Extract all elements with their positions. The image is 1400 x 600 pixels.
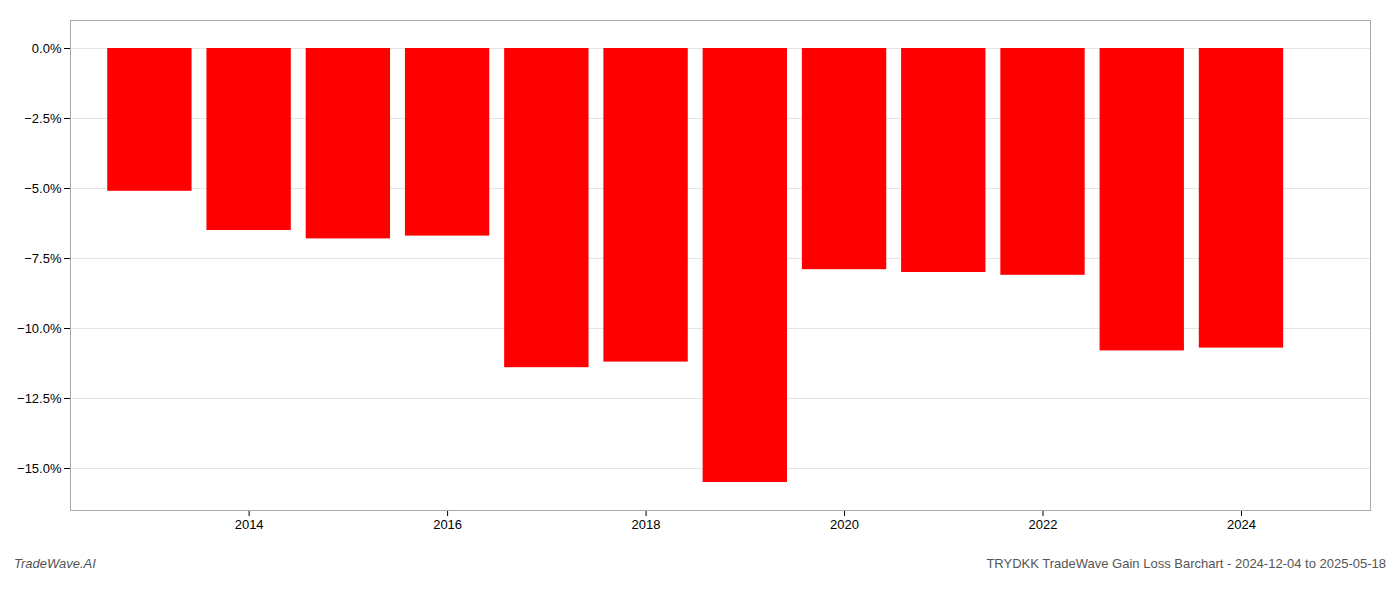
svg-text:2020: 2020 — [830, 517, 859, 532]
svg-text:−7.5%: −7.5% — [24, 251, 62, 266]
html-text:TRYDKK TradeWave Gain Loss Bar: TRYDKK TradeWave Gain Loss Barchart - 20… — [986, 556, 1386, 571]
svg-text:2022: 2022 — [1029, 517, 1058, 532]
svg-text:2014: 2014 — [235, 517, 264, 532]
svg-text:−10.0%: −10.0% — [17, 321, 62, 336]
svg-text:0.0%: 0.0% — [32, 41, 62, 56]
svg-text:−15.0%: −15.0% — [17, 461, 62, 476]
html-text:TradeWave.AI: TradeWave.AI — [14, 556, 96, 571]
svg-text:−5.0%: −5.0% — [24, 181, 62, 196]
svg-text:2018: 2018 — [632, 517, 661, 532]
svg-text:−2.5%: −2.5% — [24, 111, 62, 126]
svg-text:2016: 2016 — [433, 517, 462, 532]
svg-text:−12.5%: −12.5% — [17, 391, 62, 406]
svg-text:2024: 2024 — [1227, 517, 1256, 532]
